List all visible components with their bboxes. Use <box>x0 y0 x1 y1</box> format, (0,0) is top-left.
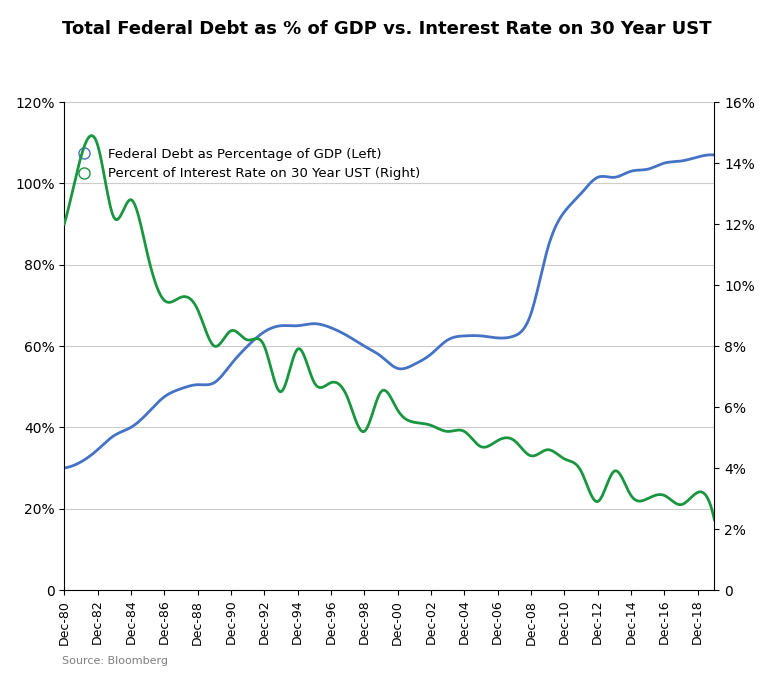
Text: Total Federal Debt as % of GDP vs. Interest Rate on 30 Year UST: Total Federal Debt as % of GDP vs. Inter… <box>62 20 711 38</box>
Text: Source: Bloomberg: Source: Bloomberg <box>62 656 168 666</box>
Legend: Federal Debt as Percentage of GDP (Left), Percent of Interest Rate on 30 Year US: Federal Debt as Percentage of GDP (Left)… <box>71 148 420 180</box>
